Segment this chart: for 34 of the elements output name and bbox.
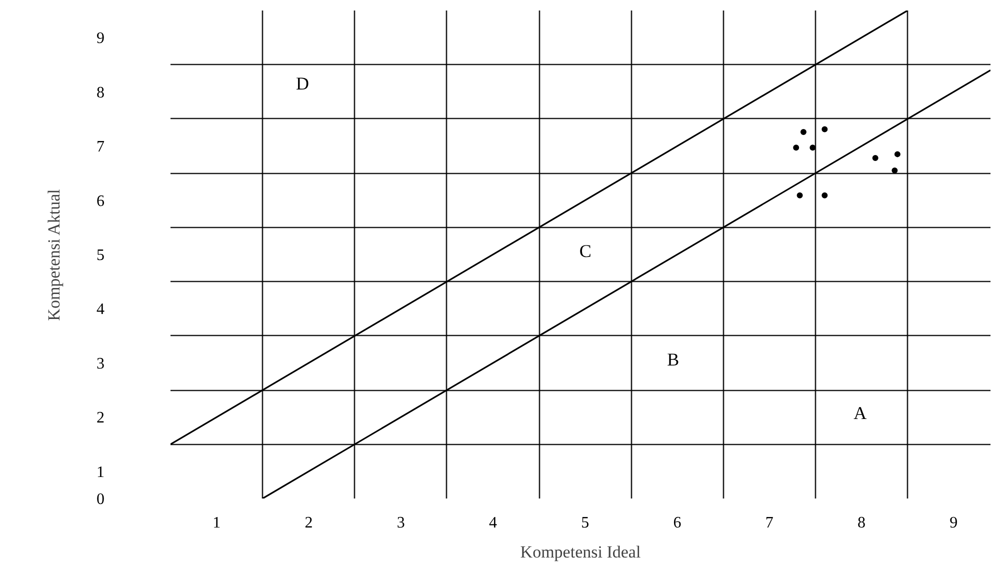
point xyxy=(796,192,803,198)
x-tick-label: 9 xyxy=(950,514,958,532)
point xyxy=(793,144,800,151)
point xyxy=(800,128,806,135)
point xyxy=(822,192,828,198)
y-tick-label: 2 xyxy=(96,410,104,427)
x-tick-label: 5 xyxy=(581,514,590,532)
x-tick-label: 4 xyxy=(488,514,497,532)
x-tick-label: 7 xyxy=(765,514,774,532)
x-tick-label: 8 xyxy=(858,514,866,532)
y-axis-title: Kompetensi Aktual xyxy=(44,188,64,321)
x-tick-label: 3 xyxy=(396,514,405,532)
point xyxy=(892,167,898,174)
x-tick-label: 1 xyxy=(212,514,221,532)
y-tick-label: 8 xyxy=(96,84,104,102)
annotation: B xyxy=(667,349,680,370)
y-tick-label: 1 xyxy=(96,464,104,481)
point xyxy=(894,151,900,158)
y-tick-label: 5 xyxy=(96,247,104,264)
x-tick-label: 6 xyxy=(673,514,682,532)
y-tick-label: 4 xyxy=(96,301,104,318)
y-tick-label: 7 xyxy=(96,138,104,156)
annotation: D xyxy=(296,74,310,94)
y-tick-label: 3 xyxy=(96,355,104,372)
point xyxy=(872,154,878,161)
y-tick-label: 6 xyxy=(96,192,104,210)
x-axis-title: Kompetensi Ideal xyxy=(520,542,641,562)
point xyxy=(822,126,828,132)
annotation: A xyxy=(854,403,867,424)
y-tick-label: 0 xyxy=(96,491,104,508)
y-tick-label: 9 xyxy=(96,30,104,48)
point xyxy=(810,144,816,151)
x-tick-label: 2 xyxy=(304,514,313,532)
annotation: C xyxy=(579,241,592,262)
